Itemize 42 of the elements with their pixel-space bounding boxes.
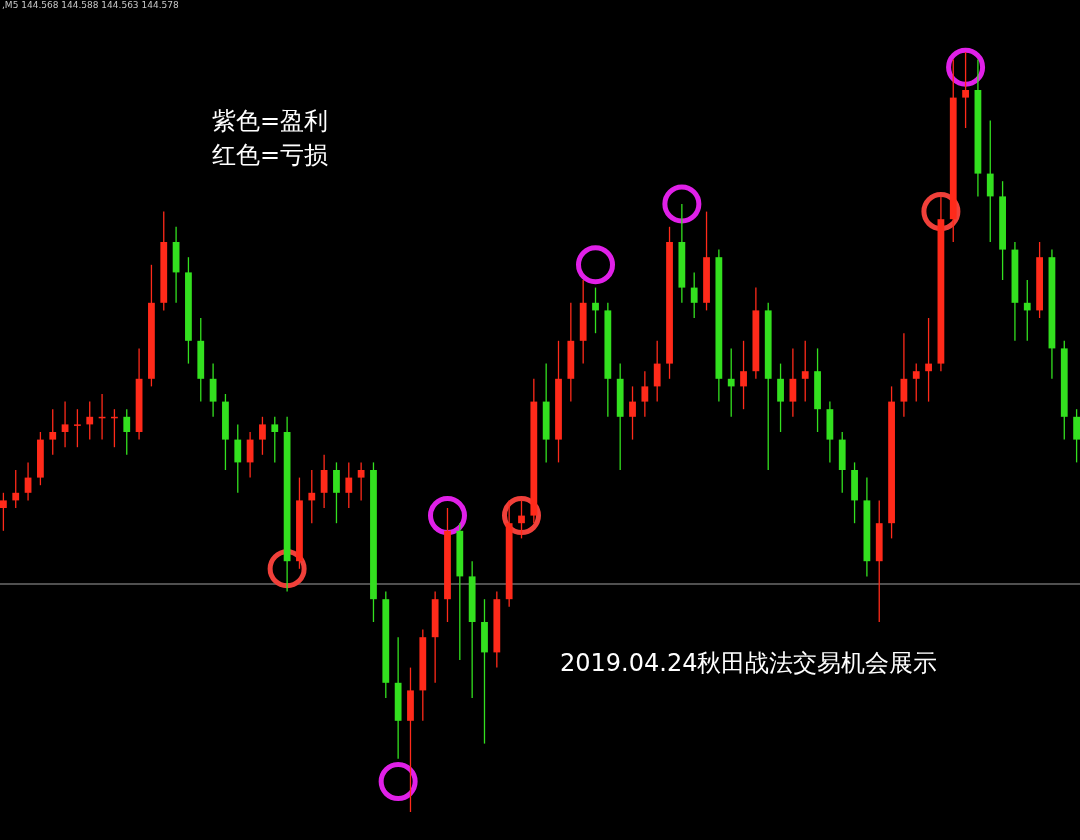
candlestick [320,454,328,509]
candlestick [629,385,636,441]
candlestick [518,499,525,540]
candlestick [962,51,969,129]
candlestick [308,469,316,524]
point [378,762,418,802]
candlestick [357,461,365,502]
candlestick [123,408,131,456]
candlestick [1073,408,1080,464]
annotation: 红色=亏损 [212,141,329,169]
candlestick [641,370,649,418]
candlestick [777,362,784,433]
candlestick [61,400,69,448]
candlestick [740,340,747,410]
candlestick [86,400,94,441]
annotation: 2019.04.24秋田战法交易机会展示 [560,649,938,677]
candlestick [246,431,254,479]
candlestick [925,317,932,403]
candlestick [727,347,735,418]
candlestick [653,340,661,403]
annotation: 紫色=盈利 [212,107,329,135]
candlestick [49,408,57,456]
candlestick [592,286,599,334]
candlestick [912,362,920,403]
candlestick [271,416,279,464]
candlestick [259,416,266,456]
point [427,496,467,536]
candlestick [986,119,994,243]
candlestick [1023,279,1031,342]
point [576,245,616,285]
candlestick [12,469,20,509]
candlestick [234,423,242,494]
candlestick [74,408,81,448]
text: ,M5 144.568 144.588 144.563 144.578 [2,0,179,10]
candlestick [333,461,340,524]
candlestick [0,492,7,532]
point [946,47,986,87]
candlestick [345,461,353,509]
candlestick [789,347,797,418]
candlestick [801,340,809,403]
candlestick [690,271,698,319]
point [662,184,702,224]
